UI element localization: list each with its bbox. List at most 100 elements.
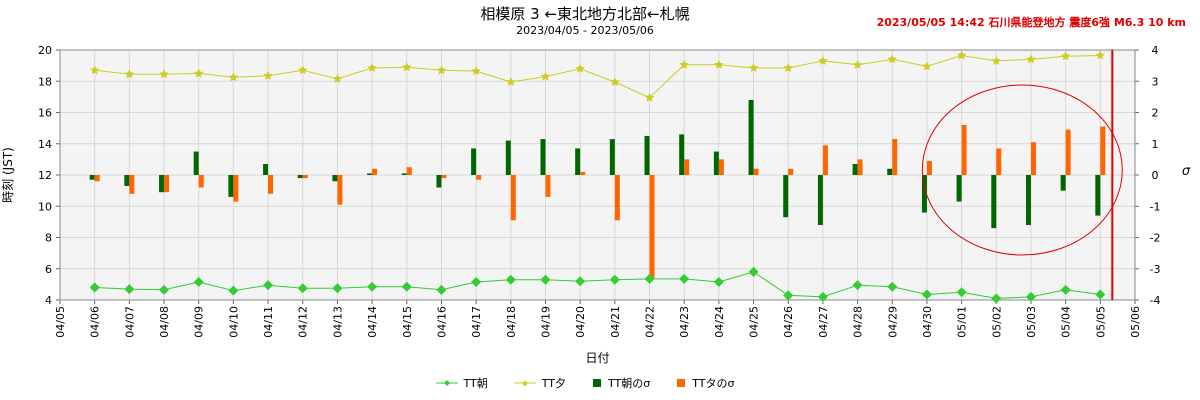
chart-title: 相模原 3 ←東北地方北部←札幌: [480, 5, 690, 23]
sigma-bar: [476, 175, 482, 180]
x-tick-label: 05/02: [990, 306, 1003, 338]
sigma-bar: [713, 151, 719, 175]
x-tick-label: 04/17: [470, 306, 483, 338]
y-tick-label: 16: [38, 107, 52, 120]
sigma-bar: [367, 173, 373, 175]
sigma-bar: [510, 175, 516, 221]
data-point: [1060, 51, 1071, 61]
sigma-bar: [193, 151, 199, 175]
legend-line-diamond-icon: [435, 380, 458, 386]
data-point: [575, 63, 585, 73]
data-point: [956, 287, 967, 298]
data-point: [263, 70, 273, 80]
series-line: [94, 271, 1101, 299]
data-point: [540, 71, 551, 81]
data-point: [436, 65, 447, 75]
legend-item-sigma-evening: TTタのσ: [676, 375, 734, 391]
legend-label: TT朝: [463, 377, 488, 390]
x-tick-label: 04/08: [158, 306, 171, 338]
sigma-bar: [1025, 175, 1031, 225]
legend-label: TTタのσ: [692, 377, 735, 390]
data-point: [89, 282, 100, 293]
data-point: [332, 283, 343, 294]
x-tick-label: 04/20: [574, 306, 587, 338]
data-point: [575, 276, 586, 287]
y2-tick-label: 2: [1152, 107, 1159, 120]
sigma-bar: [268, 175, 274, 194]
data-point: [124, 284, 135, 295]
x-tick-label: 05/01: [956, 306, 969, 338]
data-point: [818, 55, 828, 65]
x-tick-label: 04/19: [539, 306, 552, 338]
sigma-bar: [401, 173, 407, 175]
data-point: [714, 59, 724, 69]
legend-bar-icon: [593, 379, 602, 387]
y-tick-label: 18: [38, 75, 52, 88]
sigma-bar: [996, 148, 1002, 175]
y2-tick-label: -1: [1150, 200, 1161, 213]
x-tick-label: 04/29: [886, 306, 899, 338]
sigma-bar: [887, 168, 893, 175]
sigma-bar: [892, 139, 898, 175]
sigma-bar: [159, 175, 165, 193]
data-point: [124, 69, 135, 79]
x-tick-label: 04/18: [505, 306, 518, 338]
sigma-bar: [94, 175, 100, 182]
data-point: [367, 63, 377, 72]
y2-tick-label: -3: [1150, 263, 1161, 276]
data-point: [298, 65, 308, 75]
data-point: [748, 63, 759, 72]
x-tick-label: 04/30: [921, 306, 934, 338]
sigma-bar: [164, 175, 170, 193]
data-point: [991, 293, 1002, 304]
sigma-bar: [1030, 142, 1036, 175]
x-tick-label: 04/07: [123, 306, 136, 338]
y2-tick-label: 4: [1152, 44, 1159, 57]
x-tick-label: 05/03: [1025, 306, 1038, 338]
sigma-bar: [263, 164, 269, 175]
sigma-bar: [921, 175, 927, 213]
data-point: [159, 284, 170, 295]
series-line: [94, 54, 1101, 99]
data-point: [297, 283, 308, 294]
sigma-bar: [471, 148, 477, 175]
data-point: [610, 77, 620, 87]
sigma-bar: [372, 168, 378, 175]
data-point: [644, 273, 655, 284]
sigma-bar: [436, 175, 442, 188]
data-point: [679, 59, 689, 69]
data-point: [540, 274, 551, 285]
data-point: [332, 73, 343, 83]
sigma-bar: [748, 100, 754, 175]
y2-tick-label: -4: [1150, 294, 1161, 307]
sigma-bar: [1100, 126, 1106, 175]
x-tick-label: 04/15: [401, 306, 414, 338]
legend-item-sigma-morning: TT朝のσ: [592, 375, 650, 391]
y2-axis-title: σ: [1182, 164, 1191, 179]
sigma-bar: [991, 175, 997, 229]
x-tick-label: 05/04: [1060, 306, 1073, 338]
sigma-bar: [961, 125, 967, 175]
sigma-bar: [198, 175, 204, 188]
x-tick-label: 04/24: [713, 306, 726, 338]
sigma-bar: [788, 168, 794, 175]
plot-border: [59, 49, 1136, 301]
sigma-bar: [1060, 175, 1066, 191]
x-tick-label: 04/13: [331, 306, 344, 338]
x-tick-label: 04/14: [366, 306, 379, 338]
sigma-bar: [337, 175, 343, 205]
sigma-bar: [649, 175, 655, 279]
y-tick-label: 4: [45, 294, 52, 307]
y-tick-label: 6: [45, 263, 52, 276]
data-point: [1026, 54, 1036, 64]
sigma-bar: [89, 175, 95, 180]
sigma-bar: [684, 159, 690, 175]
x-tick-label: 04/28: [852, 306, 865, 338]
data-point: [956, 50, 967, 60]
sigma-bar: [609, 139, 615, 175]
x-tick-label: 04/09: [193, 306, 206, 338]
data-point: [1095, 50, 1106, 60]
sigma-bar: [302, 175, 308, 179]
data-point: [436, 284, 447, 295]
x-tick-label: 04/21: [609, 306, 622, 338]
